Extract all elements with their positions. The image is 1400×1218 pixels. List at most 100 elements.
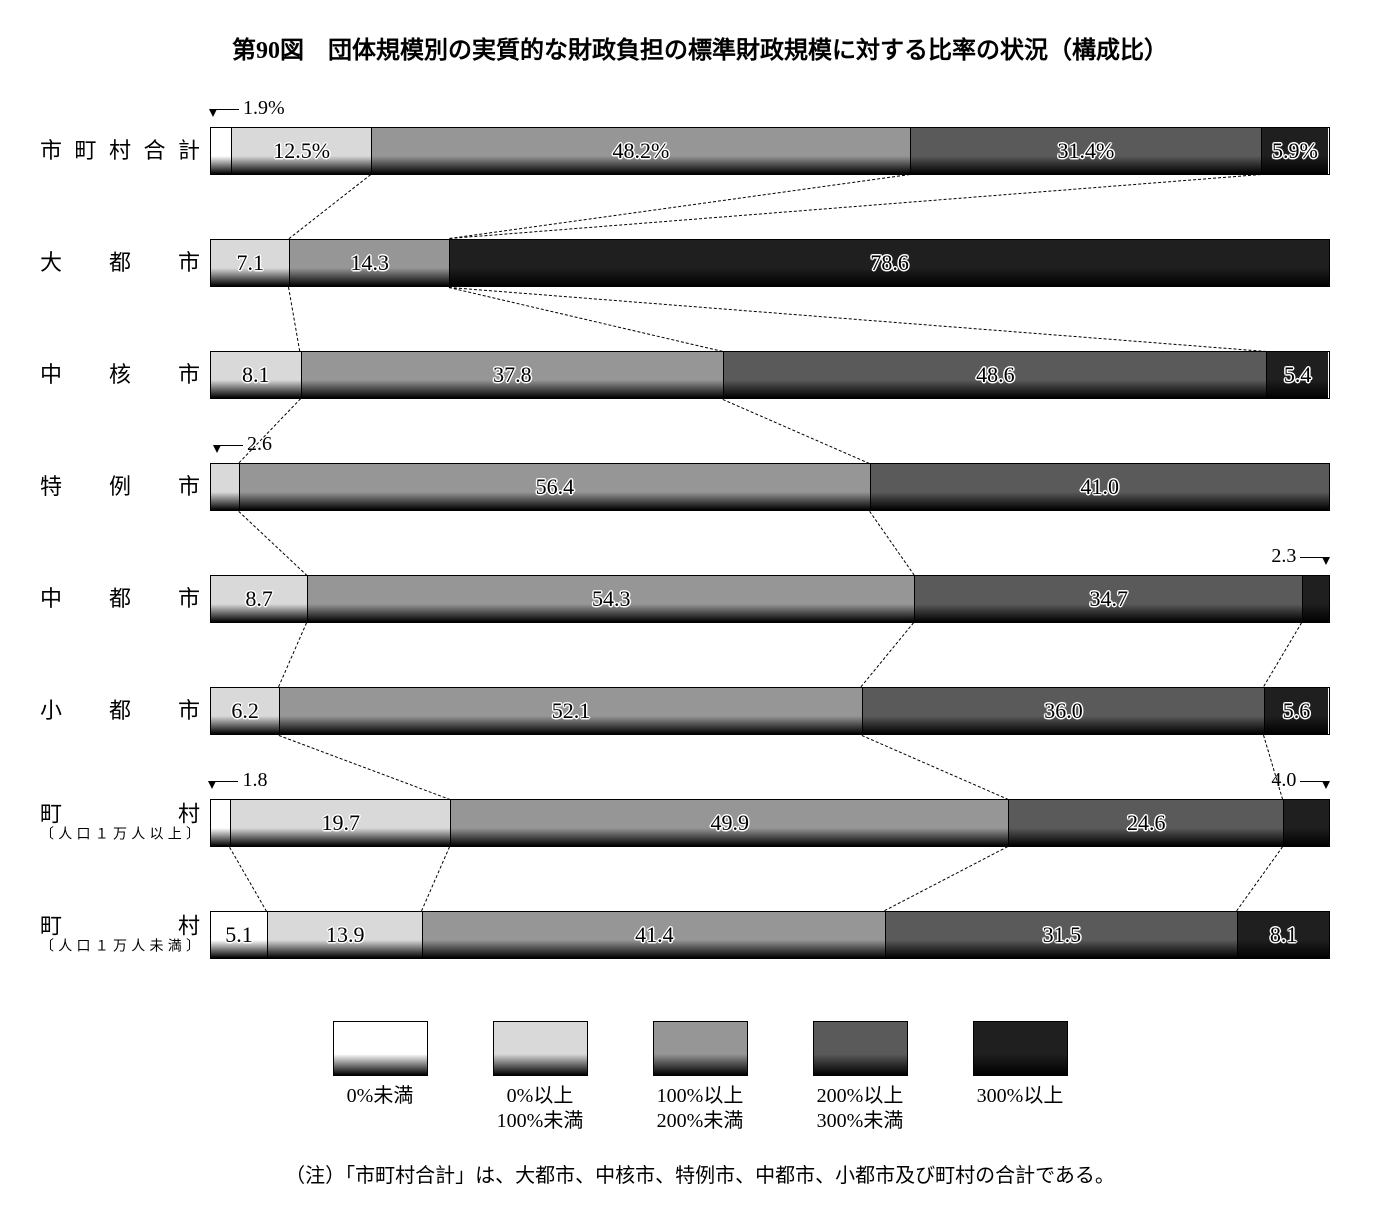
segment-value: 8.1 [1270,922,1298,948]
segment-value: 34.7 [1090,586,1129,612]
bar-segment: 78.6 [450,240,1329,286]
callout-label: 2.3 [1271,545,1296,568]
segment-value: 8.1 [242,362,270,388]
segment-value: 8.7 [245,586,273,612]
stacked-bar: 7.1 14.3 78.6 [210,239,1330,287]
legend-label: 0%未満 [315,1084,445,1109]
bar-segment: 7.1 [211,240,290,286]
segment-value: 24.6 [1127,810,1166,836]
bar-segment: 41.4 [423,912,886,958]
stacked-bar: 19.7 49.9 24.6 [210,799,1330,847]
segment-value: 48.2% [613,138,670,164]
stacked-bar: 8.7 54.3 34.7 [210,575,1330,623]
segment-value: 5.1 [225,922,253,948]
segment-value: 19.7 [321,810,360,836]
bar-segment: 31.4% [911,128,1262,174]
legend: 0%未満 0%以上100%未満 100%以上200%未満 200%以上300%未満 30… [40,1021,1360,1134]
row-label: 大 都 市 [40,250,200,276]
callout-label: 1.9% [243,97,285,120]
legend-label: 0%以上100%未満 [475,1084,605,1134]
segment-value: 5.6 [1283,698,1311,724]
segment-value: 12.5% [273,138,330,164]
stacked-bar: 8.1 37.8 48.6 5.4 [210,351,1330,399]
legend-swatch [493,1021,588,1076]
bar-segment: 13.9 [268,912,423,958]
callout-label: 1.8 [242,769,267,792]
callout-label: 2.6 [247,433,272,456]
legend-item: 0%未満 [315,1021,445,1134]
bar-segment: 41.0 [871,464,1329,510]
bar-segment: 48.6 [724,352,1267,398]
bar-segment [211,800,231,846]
row-label: 中 核 市 [40,362,200,388]
bar-row: 大 都 市7.114.378.6 [210,207,1330,319]
segment-value: 7.1 [236,250,264,276]
legend-label: 100%以上200%未満 [635,1084,765,1134]
bar-segment: 8.7 [211,576,308,622]
stacked-bar: 5.1 13.9 41.4 31.5 8.1 [210,911,1330,959]
row-label: 小 都 市 [40,698,200,724]
legend-swatch [653,1021,748,1076]
segment-value: 41.4 [635,922,674,948]
bar-segment [211,464,240,510]
bar-segment: 5.1 [211,912,268,958]
row-label: 町 村〔人口１万人未満〕 [40,913,200,956]
segment-value: 5.4 [1284,362,1312,388]
segment-value: 52.1 [552,698,591,724]
bar-segment: 8.1 [211,352,302,398]
legend-swatch [813,1021,908,1076]
bar-row: 町 村〔人口１万人未満〕5.113.941.431.58.1 [210,879,1330,991]
segment-value: 5.9% [1272,138,1318,164]
chart-title: 第90図 団体規模別の実質的な財政負担の標準財政規模に対する比率の状況（構成比） [40,30,1360,65]
bar-segment: 37.8 [302,352,725,398]
legend-swatch [333,1021,428,1076]
bar-segment: 5.6 [1265,688,1328,734]
row-label: 町 村〔人口１万人以上〕 [40,801,200,844]
legend-label: 300%以上 [955,1084,1085,1109]
legend-label: 200%以上300%未満 [795,1084,925,1134]
segment-value: 56.4 [536,474,575,500]
bar-segment [1303,576,1329,622]
legend-item: 0%以上100%未満 [475,1021,605,1134]
segment-value: 78.6 [870,250,909,276]
legend-item: 100%以上200%未満 [635,1021,765,1134]
segment-value: 36.0 [1044,698,1083,724]
bar-segment: 8.1 [1238,912,1329,958]
bar-segment [1284,800,1329,846]
footnote: （注）「市町村合計」は、大都市、中核市、特例市、中都市、小都市及び町村の合計であ… [40,1159,1360,1188]
bar-segment: 48.2% [372,128,911,174]
segment-value: 41.0 [1081,474,1120,500]
segment-value: 31.5 [1043,922,1082,948]
bar-segment: 12.5% [232,128,372,174]
bar-segment: 19.7 [231,800,451,846]
bar-segment: 49.9 [451,800,1009,846]
bar-segment: 52.1 [280,688,862,734]
bar-segment: 56.4 [240,464,871,510]
bar-segment: 31.5 [886,912,1238,958]
segment-value: 6.2 [231,698,259,724]
legend-swatch [973,1021,1068,1076]
segment-value: 31.4% [1057,138,1114,164]
bar-segment [211,128,232,174]
bar-row: 市町村合計12.5%48.2%31.4%5.9%1.9% [210,95,1330,207]
row-label: 中 都 市 [40,586,200,612]
chart-area: 市町村合計12.5%48.2%31.4%5.9%1.9%大 都 市7.114.3… [210,95,1330,991]
segment-value: 14.3 [351,250,390,276]
bar-segment: 24.6 [1009,800,1284,846]
segment-value: 49.9 [711,810,750,836]
legend-item: 200%以上300%未満 [795,1021,925,1134]
row-label: 市町村合計 [40,138,200,164]
segment-value: 37.8 [493,362,532,388]
callout-label: 4.0 [1271,769,1296,792]
stacked-bar: 12.5% 48.2% 31.4% 5.9% [210,127,1330,175]
segment-value: 48.6 [976,362,1015,388]
bar-row: 特 例 市56.441.02.6 [210,431,1330,543]
segment-value: 54.3 [592,586,631,612]
stacked-bar: 56.4 41.0 [210,463,1330,511]
bar-segment: 14.3 [290,240,450,286]
bar-segment: 36.0 [863,688,1265,734]
bar-segment: 5.9% [1262,128,1328,174]
bar-row: 中 核 市8.137.848.65.4 [210,319,1330,431]
bar-row: 小 都 市6.252.136.05.6 [210,655,1330,767]
segment-value: 13.9 [326,922,365,948]
